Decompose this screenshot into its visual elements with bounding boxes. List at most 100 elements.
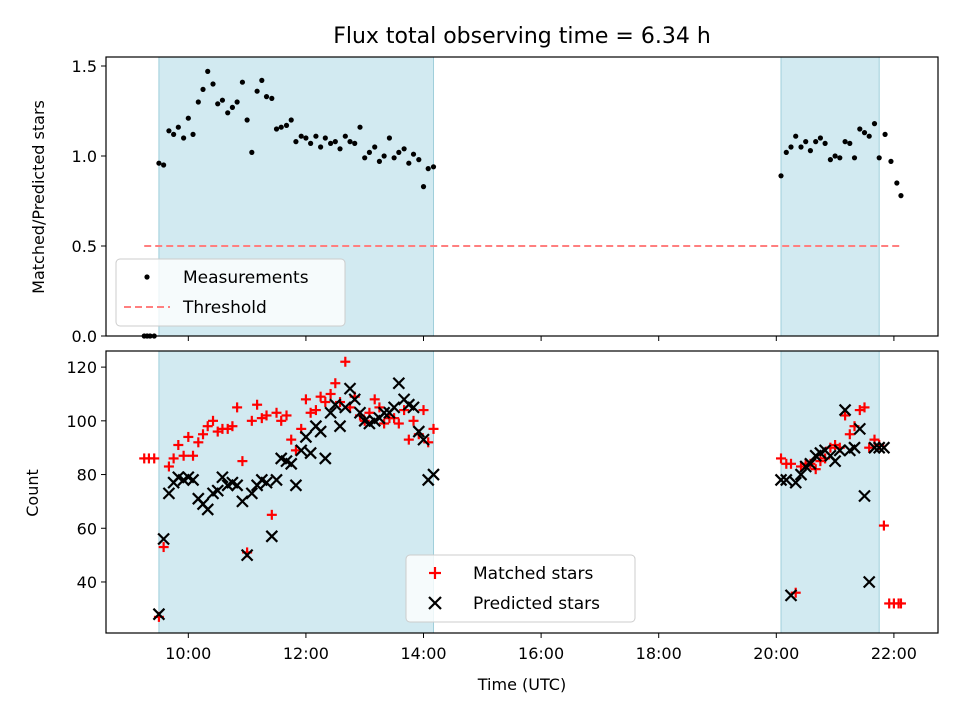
- predicted-stars-point: [304, 446, 317, 460]
- legend-marker-measurements: [144, 274, 150, 280]
- predicted-stars-point: [343, 382, 357, 395]
- matched-stars-point: [261, 410, 272, 421]
- measurements-point: [269, 95, 275, 101]
- predicted-stars-point: [877, 441, 891, 454]
- x-tick-label: 20:00: [753, 644, 799, 663]
- predicted-stars-point: [848, 441, 861, 454]
- measurements-point: [303, 135, 309, 141]
- predicted-stars-point: [833, 444, 847, 457]
- y-tick-label: 60: [77, 519, 97, 538]
- matched-stars-point: [300, 394, 311, 405]
- matched-stars-point: [325, 388, 336, 399]
- measurements-point: [788, 144, 794, 150]
- legend-label-measurements: Measurements: [183, 268, 309, 288]
- matched-stars-point: [149, 453, 160, 464]
- predicted-stars-point: [245, 487, 259, 500]
- measurements-point: [215, 101, 221, 107]
- measurements-point: [822, 140, 828, 146]
- predicted-stars-point: [853, 422, 867, 436]
- measurements-point: [195, 99, 201, 105]
- predicted-stars-point: [780, 473, 793, 487]
- predicted-stars-point: [377, 406, 391, 420]
- matched-stars-point: [178, 450, 189, 461]
- legend-label-matched-stars: Matched stars: [473, 564, 593, 584]
- measurements-point: [283, 122, 290, 128]
- measurements-point: [205, 68, 211, 74]
- predicted-stars-point: [353, 406, 367, 420]
- bottom-shaded-intervals: [158, 350, 880, 634]
- measurements-point: [362, 155, 368, 161]
- matched-stars-point: [310, 405, 321, 416]
- matched-stars-point: [859, 402, 870, 413]
- measurements-point: [234, 99, 240, 105]
- matched-stars-point: [193, 437, 204, 448]
- matched-stars-point: [330, 378, 341, 389]
- measurements-point: [798, 144, 804, 150]
- predicted-stars-point: [240, 548, 254, 562]
- measurements-point: [219, 97, 226, 103]
- matched-stars-point: [173, 440, 184, 450]
- measurements-point: [229, 104, 236, 110]
- predicted-stars-point: [858, 489, 871, 503]
- y-tick-label: 40: [77, 573, 97, 592]
- measurements-point: [803, 139, 809, 145]
- measurements-point: [420, 184, 427, 190]
- measurements-point: [851, 155, 858, 161]
- matched-stars-point: [246, 415, 257, 426]
- matched-stars-point: [168, 453, 179, 464]
- measurements-point: [372, 144, 378, 150]
- measurements-point: [894, 180, 900, 186]
- measurements-point: [181, 135, 187, 141]
- measurements-point: [813, 139, 819, 145]
- measurements-point: [832, 153, 838, 159]
- x-tick-label: 12:00: [283, 644, 329, 663]
- matched-stars-point: [202, 421, 213, 432]
- matched-stars-point: [315, 391, 326, 402]
- measurements-point: [171, 131, 177, 137]
- measurements-point: [871, 121, 878, 127]
- measurements-point: [793, 133, 799, 139]
- x-tick-label: 10:00: [165, 644, 211, 663]
- predicted-stars-point: [260, 476, 273, 489]
- predicted-stars-point: [872, 441, 886, 454]
- matched-stars-point: [290, 445, 301, 456]
- measurements-point: [347, 139, 353, 145]
- measurements-point: [278, 124, 284, 130]
- matched-stars-point: [408, 415, 419, 426]
- measurements-point: [857, 126, 863, 132]
- bottom-plot-frame: [105, 350, 939, 634]
- y-tick-label: 0.0: [72, 327, 97, 346]
- measurements-point: [156, 160, 162, 166]
- predicted-stars-point: [387, 401, 401, 414]
- measurements-point: [386, 135, 393, 141]
- top-y-axis-label: Matched/Predicted stars: [29, 100, 48, 294]
- predicted-stars-point: [417, 433, 430, 446]
- measurements-point: [847, 140, 853, 146]
- measurements-point: [406, 160, 412, 166]
- predicted-stars-point: [230, 479, 244, 492]
- predicted-stars-point: [265, 530, 279, 543]
- measurements-point: [249, 149, 255, 155]
- predicted-stars-point: [407, 401, 420, 414]
- predicted-stars-point: [294, 444, 308, 457]
- matched-stars-point: [840, 410, 851, 421]
- matched-stars-point: [266, 509, 277, 520]
- matched-stars-point: [163, 461, 174, 472]
- matched-stars-point: [198, 429, 209, 440]
- measurements-point: [293, 139, 299, 145]
- top-axes: 0.0 0.5 1.0 1.5: [72, 57, 895, 346]
- measurements-point: [396, 149, 402, 155]
- measurements-point: [298, 133, 304, 139]
- predicted-stars-point: [319, 452, 332, 465]
- matched-stars-point: [227, 421, 238, 432]
- predicted-stars-point: [784, 589, 798, 602]
- matched-stars-point: [183, 431, 194, 442]
- chart-title: Flux total observing time = 6.34 h: [333, 24, 711, 49]
- predicted-stars-point: [828, 454, 842, 468]
- measurements-point: [244, 117, 250, 123]
- matched-stars-point: [844, 429, 855, 440]
- predicted-stars-point: [314, 425, 327, 438]
- measurements-point: [357, 124, 363, 130]
- measurements-point: [817, 135, 824, 141]
- matched-stars-point: [418, 405, 429, 416]
